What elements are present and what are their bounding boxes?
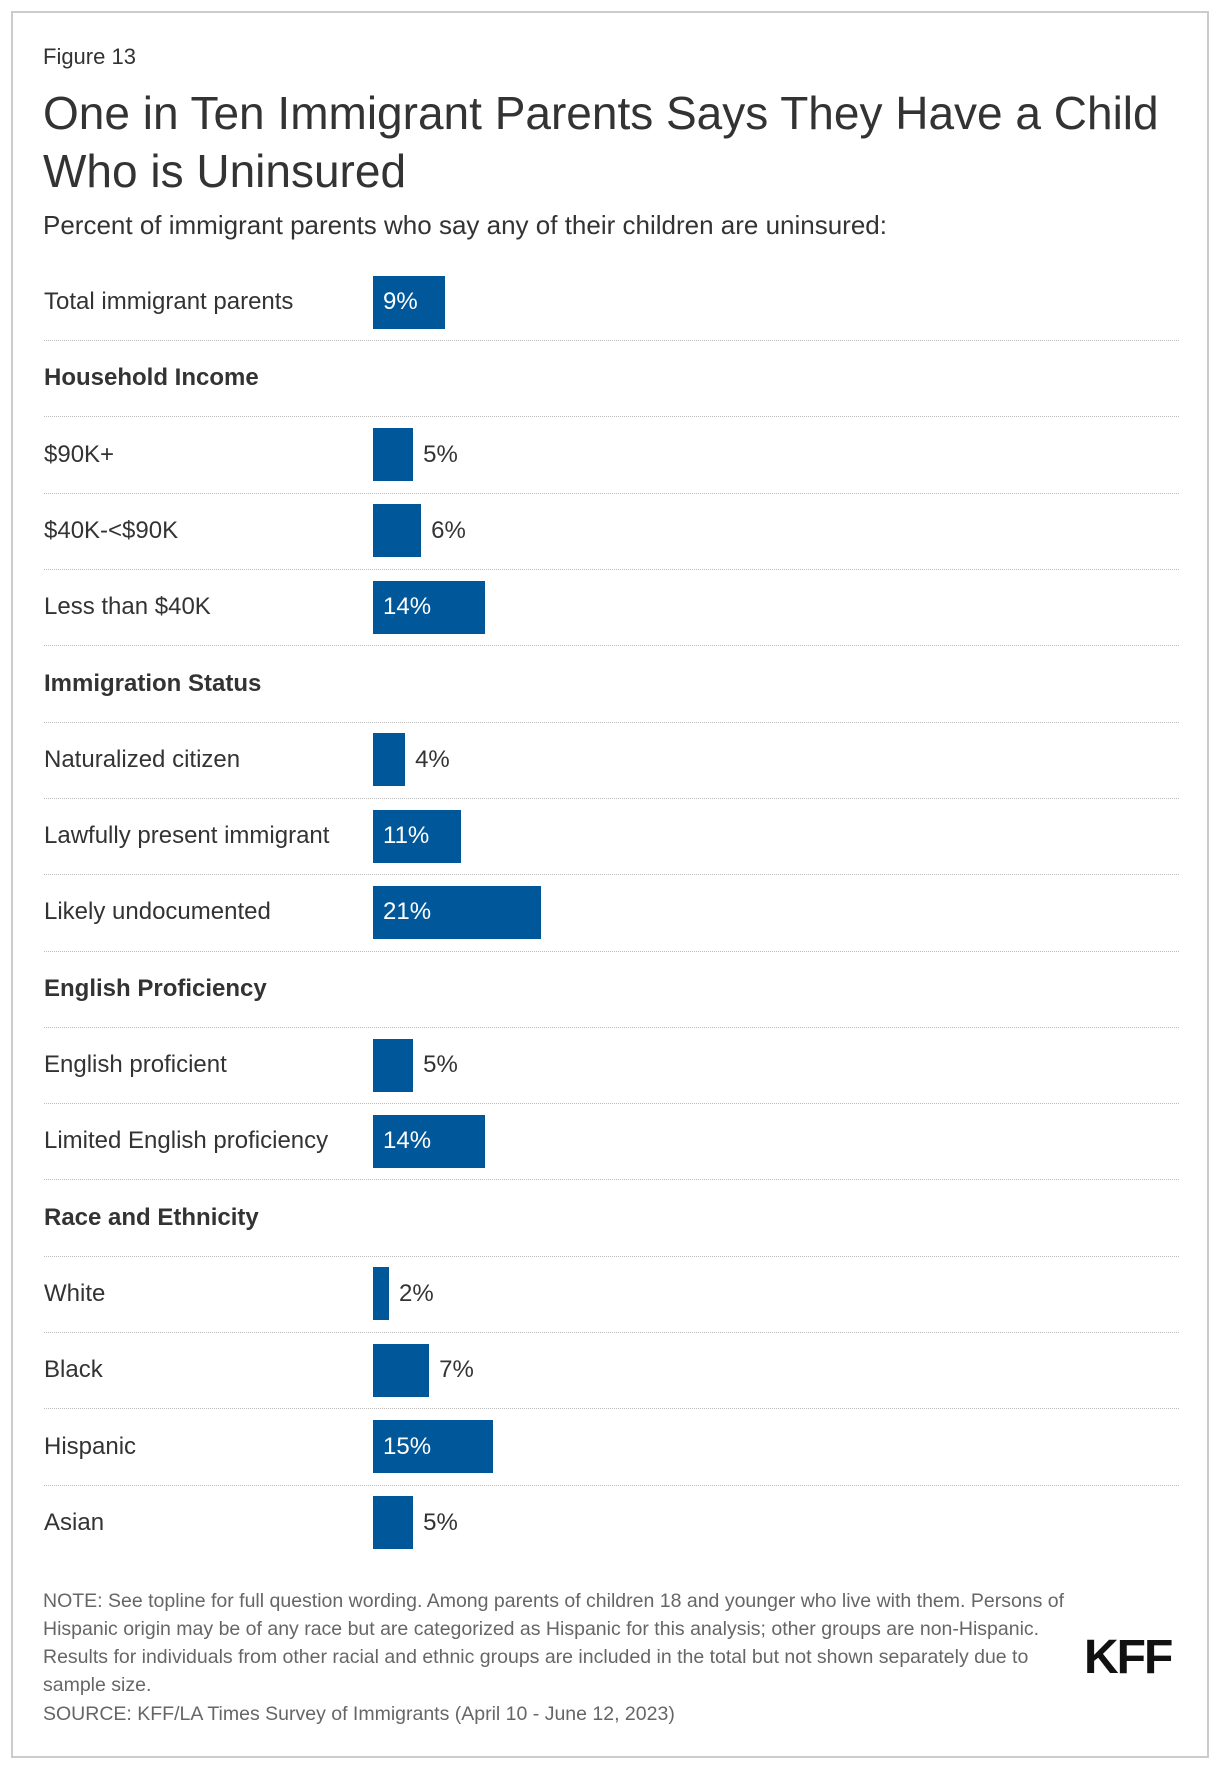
category-label: Total immigrant parents [44,288,294,315]
category-label: Lawfully present immigrant [44,822,330,850]
bar [373,1114,486,1168]
bar [373,580,486,634]
data-label: 11% [383,822,430,850]
group-header: English Proficiency [44,974,267,1002]
bar [373,1267,390,1321]
bar [373,428,414,482]
chart-note: NOTE: See topline for full question word… [43,1590,1065,1696]
row-separator [44,874,1179,876]
data-label: 5% [423,1051,458,1078]
group-header: Household Income [44,364,259,392]
kff-logo: KFF [1084,1631,1173,1684]
bar [373,885,542,939]
row-separator [44,1026,1179,1028]
figure-label: Figure 13 [43,44,136,69]
bar [373,733,406,787]
group-header: Immigration Status [44,669,262,697]
bar [373,275,446,329]
bar [373,1420,494,1473]
row-separator [44,721,1179,723]
row-separator [44,416,1179,418]
data-label: 5% [423,1508,458,1536]
category-label: Limited English proficiency [44,1127,329,1155]
figure-frame [11,11,1209,1758]
row-separator [44,1103,1179,1105]
row-separator [44,1484,1179,1486]
category-label: $40K-<$90K [44,516,179,544]
data-label: 9% [383,288,418,315]
data-label: 21% [383,898,432,926]
group-header: Race and Ethnicity [44,1203,259,1231]
bar [373,809,462,863]
data-label: 5% [423,440,458,468]
chart-source: SOURCE: KFF/LA Times Survey of Immigrant… [43,1703,675,1725]
row-separator [44,645,1179,647]
category-label: English proficient [44,1051,227,1078]
row-separator [44,1332,1179,1334]
bar [373,1343,430,1397]
category-label: Naturalized citizen [44,745,241,773]
data-label: 2% [399,1279,434,1307]
data-label: 7% [439,1356,474,1384]
row-separator [44,797,1179,799]
category-label: $90K+ [44,440,115,468]
data-label: 14% [383,593,432,621]
data-label: 14% [383,1127,432,1155]
data-label: 15% [383,1432,432,1460]
category-label: Less than $40K [44,593,211,621]
data-label: 6% [431,516,466,544]
row-separator [44,1408,1179,1410]
row-separator [44,340,1179,342]
category-label: Black [44,1356,103,1384]
row-separator [44,1255,1179,1257]
bar [373,1496,414,1550]
category-label: White [44,1279,106,1307]
bar [373,504,422,558]
row-separator [44,569,1179,571]
chart-title: One in Ten Immigrant Parents Says They H… [43,87,1159,197]
category-label: Hispanic [44,1432,137,1460]
data-label: 4% [415,745,450,773]
row-separator [44,492,1179,494]
row-separator [44,950,1179,952]
bar [373,1038,414,1092]
category-label: Likely undocumented [44,898,271,926]
category-label: Asian [44,1508,105,1536]
chart-subtitle: Percent of immigrant parents who say any… [43,210,887,240]
row-separator [44,1179,1179,1181]
